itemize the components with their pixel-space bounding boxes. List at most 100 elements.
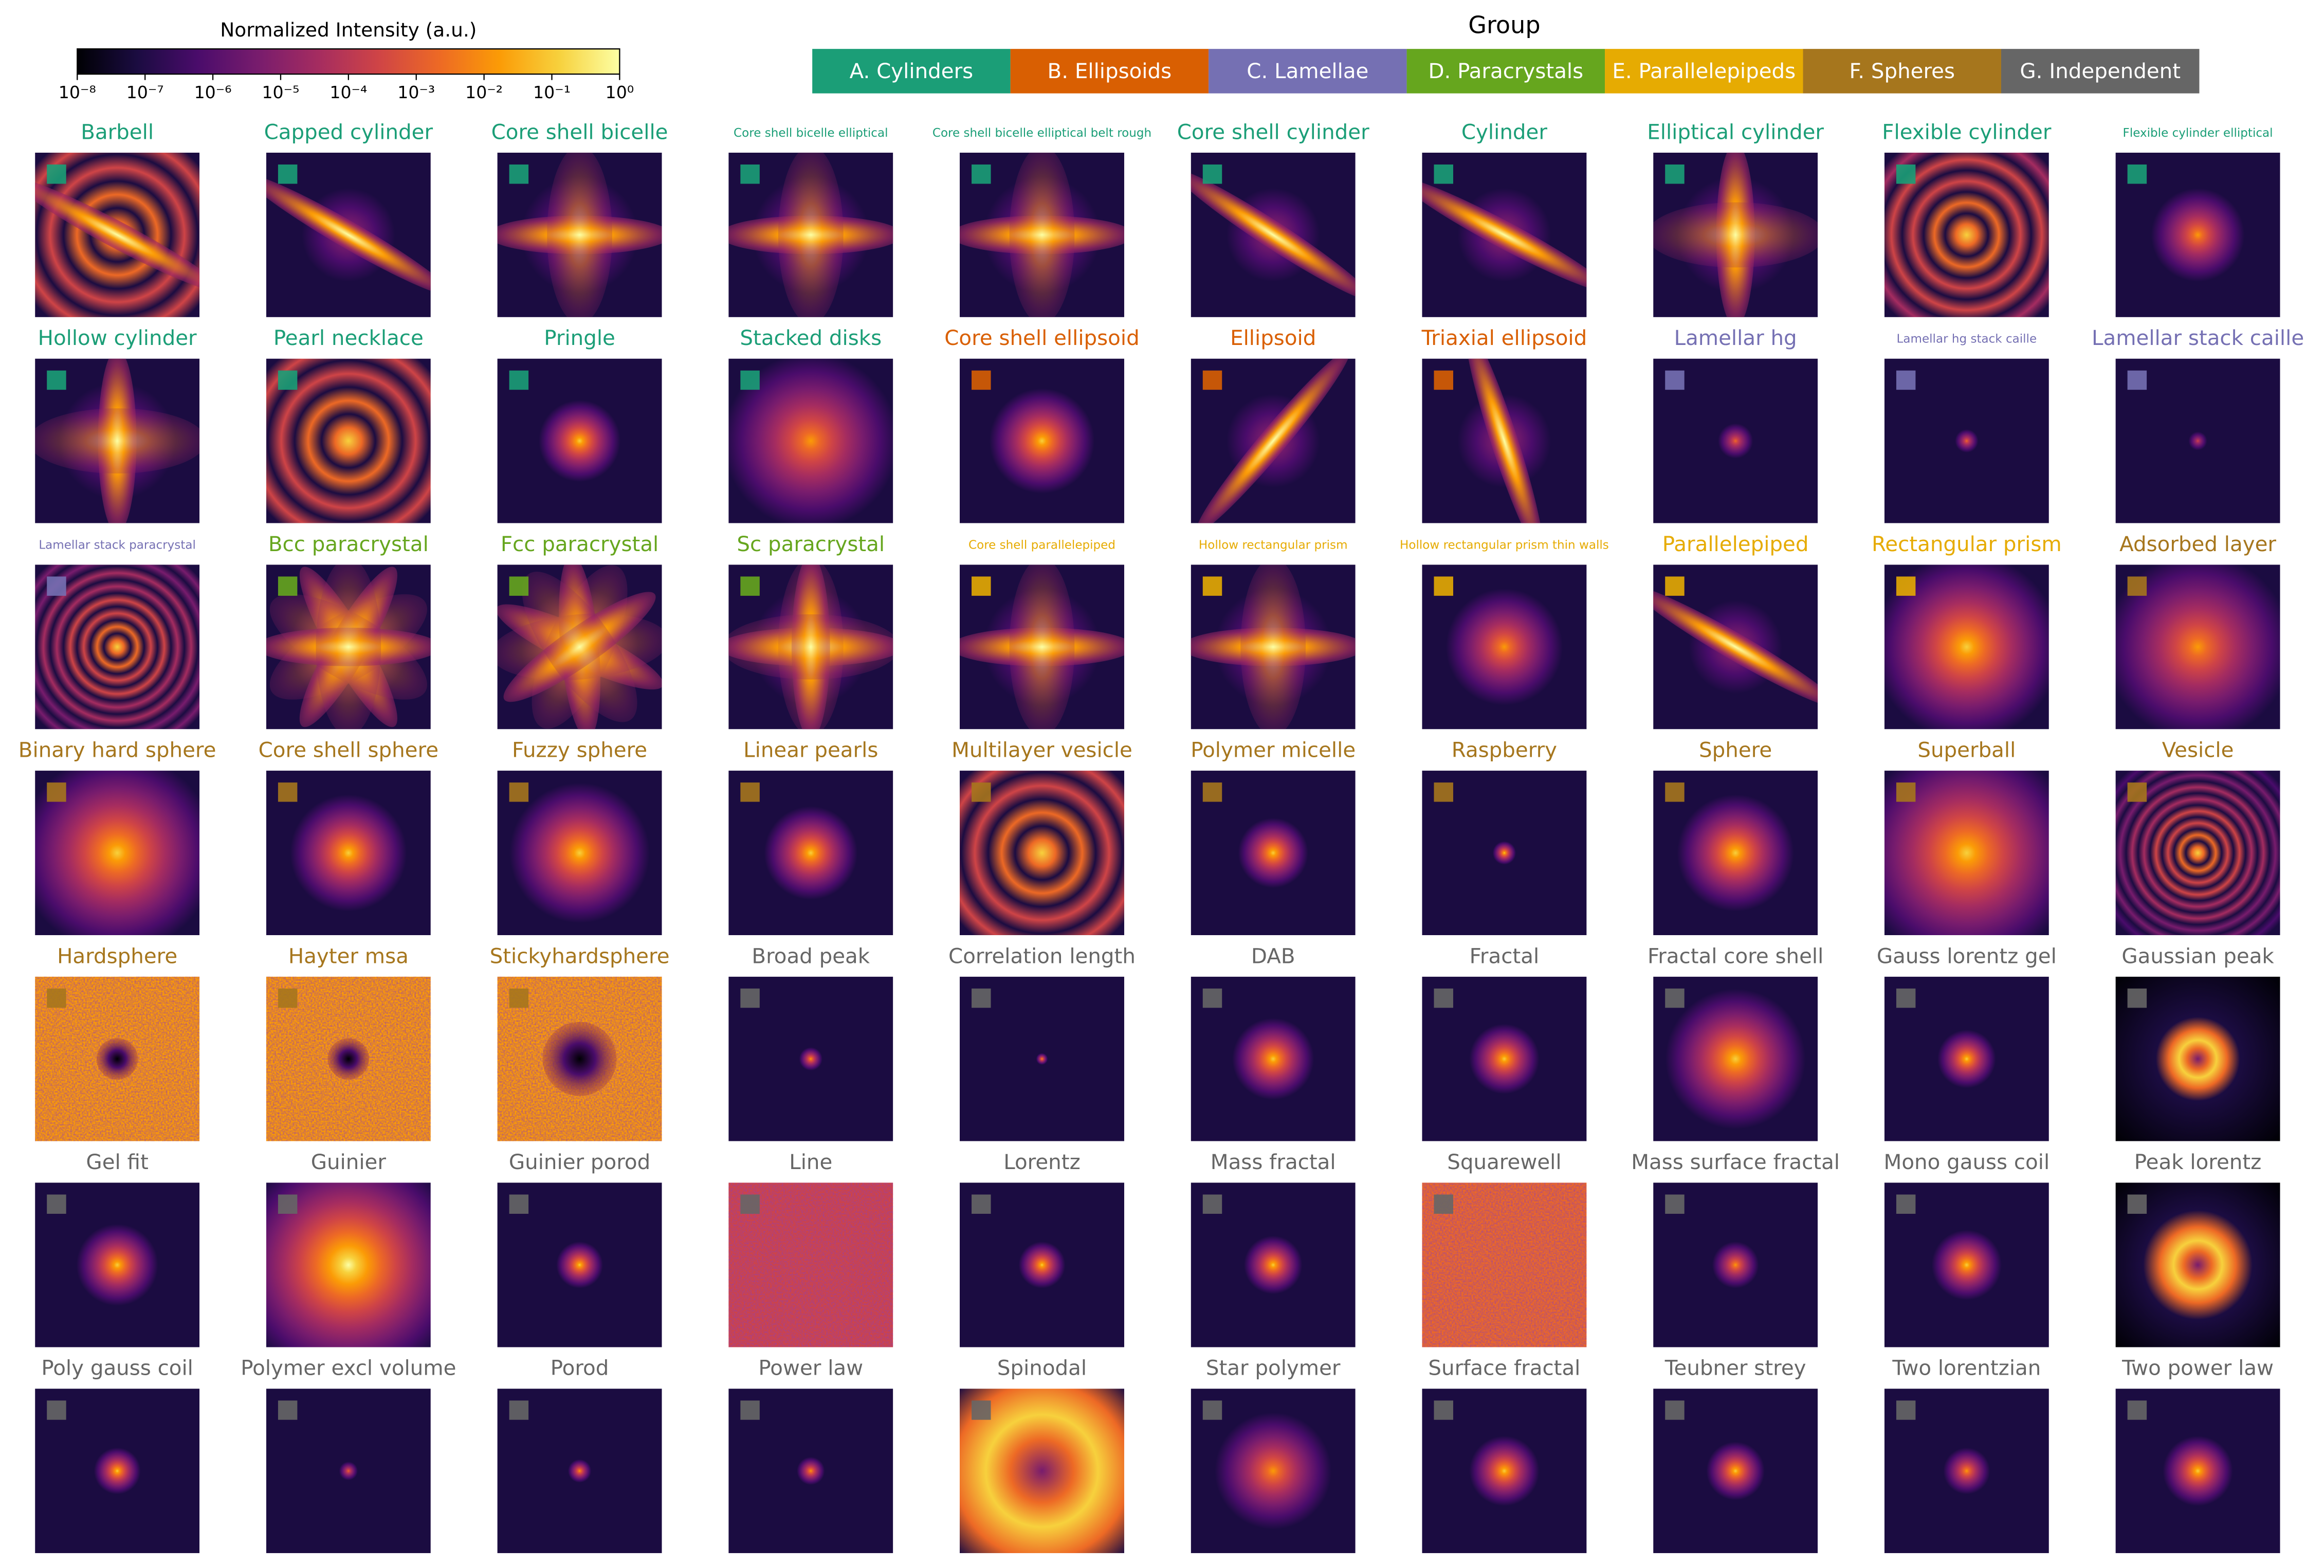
group-marker bbox=[1434, 1194, 1453, 1214]
colorbar-label: Normalized Intensity (a.u.) bbox=[220, 19, 477, 41]
panel-title: Fractal bbox=[1470, 944, 1540, 968]
panel-title: Bcc paracrystal bbox=[268, 532, 429, 556]
group-marker bbox=[1202, 370, 1222, 390]
panel-title: Hardsphere bbox=[57, 944, 177, 968]
intensity-map bbox=[1191, 152, 1356, 317]
panel-title: Linear pearls bbox=[743, 738, 878, 762]
group-marker bbox=[509, 576, 529, 596]
panel-title: Elliptical cylinder bbox=[1647, 120, 1824, 144]
panel-title: Sc paracrystal bbox=[737, 532, 885, 556]
group-marker bbox=[740, 164, 760, 184]
group-marker bbox=[1665, 370, 1685, 390]
legend-label: E. Parallelepipeds bbox=[1612, 59, 1796, 83]
panel-title: Mass surface fractal bbox=[1631, 1150, 1840, 1174]
group-marker bbox=[2127, 988, 2147, 1008]
group-marker bbox=[2127, 164, 2147, 184]
panel-title: Gel fit bbox=[86, 1150, 148, 1174]
panel-title: Core shell bicelle bbox=[491, 120, 668, 144]
panel-title: DAB bbox=[1251, 944, 1295, 968]
intensity-map bbox=[35, 152, 200, 317]
group-marker bbox=[278, 370, 298, 390]
panel-title: Gaussian peak bbox=[2121, 944, 2274, 968]
legend-label: A. Cylinders bbox=[850, 59, 974, 83]
group-marker bbox=[278, 782, 298, 802]
group-marker bbox=[1665, 576, 1685, 596]
panel-title: Polymer micelle bbox=[1191, 738, 1356, 762]
group-marker bbox=[509, 782, 529, 802]
panel-title: Core shell sphere bbox=[259, 738, 438, 762]
group-marker bbox=[1434, 370, 1453, 390]
legend-swatch bbox=[1605, 49, 1803, 94]
intensity-map bbox=[266, 976, 431, 1141]
group-marker bbox=[1434, 1400, 1453, 1420]
intensity-map bbox=[35, 358, 200, 523]
legend-label: D. Paracrystals bbox=[1428, 59, 1583, 83]
panel-title: Core shell ellipsoid bbox=[944, 326, 1139, 350]
panel-title: Peak lorentz bbox=[2134, 1150, 2262, 1174]
group-marker bbox=[1434, 576, 1453, 596]
group-marker bbox=[972, 1400, 991, 1420]
group-marker bbox=[1896, 1194, 1916, 1214]
colorbar-tick-label: 10⁻⁵ bbox=[262, 82, 299, 102]
panel-title: Lamellar hg bbox=[1674, 326, 1797, 350]
panel-title: Two lorentzian bbox=[1892, 1356, 2041, 1380]
group-marker bbox=[509, 988, 529, 1008]
colorbar-tick-label: 10⁻⁶ bbox=[194, 82, 232, 102]
panel-title: Stacked disks bbox=[740, 326, 882, 350]
intensity-map bbox=[1422, 152, 1587, 317]
group-marker bbox=[2127, 576, 2147, 596]
panel-title: Power law bbox=[758, 1356, 863, 1380]
group-marker bbox=[1434, 988, 1453, 1008]
group-marker bbox=[1202, 164, 1222, 184]
group-marker bbox=[1896, 164, 1916, 184]
intensity-map bbox=[266, 152, 431, 317]
group-marker bbox=[47, 782, 66, 802]
group-marker bbox=[2127, 1400, 2147, 1420]
panel-title: Hollow rectangular prism bbox=[1199, 538, 1348, 552]
colorbar-tick-label: 10⁻⁴ bbox=[330, 82, 367, 102]
panel-title: Lamellar stack caille bbox=[2092, 326, 2304, 350]
group-marker bbox=[740, 1400, 760, 1420]
panel-title: Squarewell bbox=[1447, 1150, 1561, 1174]
panel-title: Rectangular prism bbox=[1872, 532, 2062, 556]
panel-title: Core shell bicelle elliptical bbox=[734, 126, 888, 140]
panel-title: Multilayer vesicle bbox=[951, 738, 1132, 762]
panel-title: Flexible cylinder elliptical bbox=[2123, 126, 2273, 140]
panel-title: Lamellar stack paracrystal bbox=[39, 538, 196, 552]
panel-title: Binary hard sphere bbox=[19, 738, 216, 762]
intensity-map bbox=[497, 976, 662, 1141]
panel-title: Sphere bbox=[1699, 738, 1772, 762]
group-marker bbox=[1896, 1400, 1916, 1420]
group-marker bbox=[972, 164, 991, 184]
panel-title: Lorentz bbox=[1003, 1150, 1081, 1174]
group-marker bbox=[740, 576, 760, 596]
panel-title: Fuzzy sphere bbox=[512, 738, 647, 762]
colorbar-tick-label: 10⁻² bbox=[465, 82, 503, 102]
colorbar-tick-label: 10⁻³ bbox=[397, 82, 435, 102]
panel-title: Stickyhardsphere bbox=[490, 944, 670, 968]
panel-title: Poly gauss coil bbox=[41, 1356, 193, 1380]
group-marker bbox=[47, 576, 66, 596]
group-marker bbox=[972, 370, 991, 390]
group-marker bbox=[509, 1400, 529, 1420]
legend-label: G. Independent bbox=[2020, 59, 2181, 83]
group-marker bbox=[278, 164, 298, 184]
colorbar-tick-label: 10⁻⁸ bbox=[59, 82, 96, 102]
panel-title: Barbell bbox=[81, 120, 154, 144]
group-marker bbox=[1665, 1194, 1685, 1214]
group-marker bbox=[278, 576, 298, 596]
legend-swatch bbox=[812, 49, 1011, 94]
panel-title: Spinodal bbox=[997, 1356, 1087, 1380]
panel-title: Superball bbox=[1917, 738, 2016, 762]
group-marker bbox=[1434, 782, 1453, 802]
panel-title: Ellipsoid bbox=[1230, 326, 1316, 350]
panel-title: Star polymer bbox=[1206, 1356, 1341, 1380]
panel-title: Surface fractal bbox=[1428, 1356, 1580, 1380]
colorbar-tick-label: 10⁻¹ bbox=[533, 82, 571, 102]
legend-swatch bbox=[1406, 49, 1605, 94]
group-marker bbox=[972, 782, 991, 802]
intensity-map bbox=[497, 564, 662, 730]
panel-title: Lamellar hg stack caille bbox=[1897, 333, 2037, 346]
group-marker bbox=[1665, 988, 1685, 1008]
